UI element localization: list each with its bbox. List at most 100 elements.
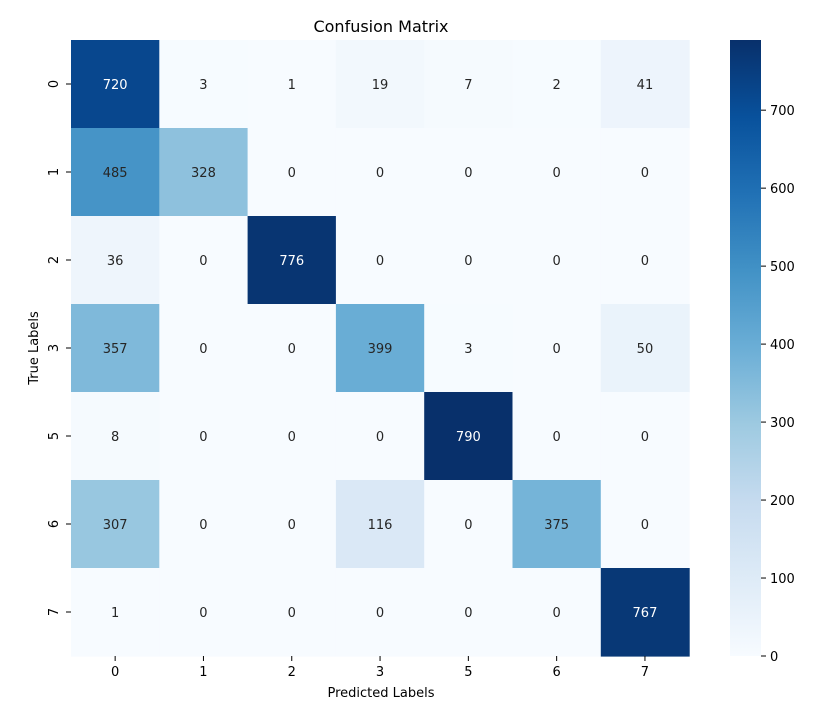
heatmap-cell (512, 568, 602, 657)
heatmap-cell (335, 304, 425, 393)
heatmap-cell (600, 392, 690, 481)
colorbar-tick-label: 500 (770, 260, 795, 275)
heatmap-cell-value: 50 (637, 342, 654, 357)
heatmap-cell (600, 40, 690, 129)
y-tick-label: 6 (47, 520, 62, 528)
chart-title: Confusion Matrix (313, 17, 448, 36)
y-axis-label: True Labels (27, 311, 42, 386)
heatmap-cell (159, 480, 249, 569)
heatmap-cell-value: 767 (633, 606, 658, 621)
heatmap-cell (71, 304, 160, 393)
heatmap-cell (424, 128, 514, 217)
x-tick-label: 3 (376, 665, 384, 680)
heatmap-cell-value: 0 (199, 254, 207, 269)
heatmap-cell (71, 392, 160, 481)
colorbar-tick-label: 300 (770, 416, 795, 431)
heatmap-cell (247, 40, 337, 129)
heatmap-cell-value: 790 (456, 430, 481, 445)
heatmap-cell-value: 0 (641, 518, 649, 533)
heatmap-cell (600, 568, 690, 657)
heatmap-cell (424, 216, 514, 305)
heatmap-cell (71, 480, 160, 569)
heatmap-cell-value: 36 (107, 254, 124, 269)
heatmap-cell-value: 0 (641, 254, 649, 269)
heatmap-cell-value: 0 (376, 430, 384, 445)
colorbar-tick-label: 0 (770, 650, 778, 665)
heatmap-cell-value: 720 (103, 78, 128, 93)
heatmap-cell-value: 0 (641, 430, 649, 445)
colorbar-tick-label: 600 (770, 182, 795, 197)
heatmap-cell (424, 568, 514, 657)
heatmap-cell (159, 568, 249, 657)
heatmap-cell-value: 0 (464, 518, 472, 533)
heatmap-cell-value: 2 (553, 78, 561, 93)
heatmap-cell-value: 116 (368, 518, 393, 533)
heatmap-cell (247, 216, 337, 305)
heatmap-cell (247, 568, 337, 657)
heatmap-cell-value: 375 (544, 518, 569, 533)
x-tick-label: 6 (553, 665, 561, 680)
heatmap-cell-value: 328 (191, 166, 216, 181)
heatmap-cell (335, 480, 425, 569)
heatmap-cell-value: 0 (376, 166, 384, 181)
heatmap-cell (71, 128, 160, 217)
heatmap-cell-value: 357 (103, 342, 128, 357)
heatmap-cell-value: 0 (199, 342, 207, 357)
heatmap-cell-value: 485 (103, 166, 128, 181)
heatmap-cell (71, 40, 160, 129)
heatmap-cell-value: 0 (464, 606, 472, 621)
heatmap-cell-value: 399 (368, 342, 393, 357)
heatmap-cell (600, 480, 690, 569)
heatmap-cell (247, 304, 337, 393)
x-tick-label: 7 (641, 665, 649, 680)
heatmap-cell-value: 0 (553, 166, 561, 181)
y-tick-label: 7 (47, 608, 62, 616)
heatmap-cell-value: 19 (372, 78, 389, 93)
colorbar-tick-label: 200 (770, 494, 795, 509)
heatmap-cell-value: 0 (553, 342, 561, 357)
heatmap-cell (71, 568, 160, 657)
colorbar-tick-label: 700 (770, 104, 795, 119)
heatmap-cell-value: 0 (288, 166, 296, 181)
heatmap-cell-value: 0 (641, 166, 649, 181)
heatmap-cell (512, 304, 602, 393)
y-tick-label: 2 (47, 256, 62, 264)
y-axis-ticks: 0 1 2 3 5 6 7 (47, 80, 71, 616)
heatmap-cell (247, 392, 337, 481)
heatmap-cell-value: 0 (288, 518, 296, 533)
heatmap-cell-value: 0 (553, 254, 561, 269)
heatmap-cell-value: 0 (199, 606, 207, 621)
heatmap-cell-value: 0 (199, 430, 207, 445)
heatmap-cell (159, 128, 249, 217)
heatmap-cell (335, 128, 425, 217)
heatmap-cell (424, 40, 514, 129)
heatmap-cell (512, 216, 602, 305)
y-tick-label: 0 (47, 80, 62, 88)
heatmap-cell (424, 480, 514, 569)
heatmap-cell (512, 392, 602, 481)
y-tick-label: 3 (47, 344, 62, 352)
colorbar-tick-label: 400 (770, 338, 795, 353)
heatmap-cell-value: 0 (464, 254, 472, 269)
heatmap-cell-value: 3 (199, 78, 207, 93)
heatmap-cell-value: 0 (553, 430, 561, 445)
x-tick-label: 5 (464, 665, 472, 680)
heatmap-cell-value: 1 (288, 78, 296, 93)
heatmap-cell-value: 0 (376, 254, 384, 269)
y-tick-label: 1 (47, 168, 62, 176)
heatmap-cell-value: 8 (111, 430, 119, 445)
heatmap-cell (159, 304, 249, 393)
heatmap-cell-value: 1 (111, 606, 119, 621)
heatmap-cell (247, 128, 337, 217)
heatmap-cell (159, 392, 249, 481)
heatmap-cell (159, 216, 249, 305)
x-axis-label: Predicted Labels (327, 686, 434, 701)
heatmap-cell-value: 307 (103, 518, 128, 533)
heatmap-cell-value: 0 (288, 606, 296, 621)
heatmap-cell-value: 3 (464, 342, 472, 357)
heatmap-cell-value: 0 (288, 430, 296, 445)
colorbar-tick-label: 100 (770, 572, 795, 587)
heatmap-cell (512, 128, 602, 217)
